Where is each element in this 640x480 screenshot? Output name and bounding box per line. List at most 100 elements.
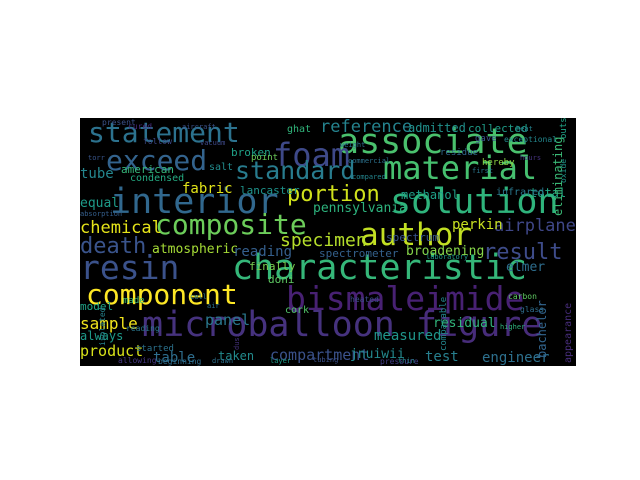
cloud-word-microballoon: microballoon bbox=[142, 305, 395, 345]
cloud-word-death: death bbox=[80, 234, 147, 259]
cloud-word-methanol: methanol bbox=[401, 188, 459, 202]
cloud-word-interior: interior bbox=[110, 182, 279, 222]
cloud-word-solution: solution bbox=[390, 182, 559, 222]
cloud-word-equal: equal bbox=[80, 196, 120, 211]
cloud-word-torr: torr bbox=[88, 154, 105, 162]
cloud-word-component: component bbox=[86, 278, 238, 311]
cloud-word-first: first bbox=[472, 167, 494, 175]
cloud-word-drawn: drawn bbox=[212, 357, 234, 365]
cloud-word-cork: cork bbox=[285, 305, 310, 316]
cloud-word-airplane: airplane bbox=[494, 216, 576, 236]
cloud-word-residual: residual bbox=[433, 316, 496, 331]
cloud-word-broadening: broadening bbox=[406, 244, 485, 259]
cloud-word-lancaster: lancaster bbox=[240, 184, 300, 197]
cloud-word-elmer: elmer bbox=[506, 260, 546, 275]
cloud-word-carbon: carbon bbox=[508, 292, 537, 301]
cloud-word-result: result bbox=[483, 240, 563, 265]
cloud-word-weight: weight bbox=[340, 141, 366, 149]
cloud-word-tubing: tubing bbox=[313, 356, 339, 364]
cloud-word-vacuum: vacuum bbox=[200, 139, 226, 147]
cloud-word-compartment: compartment bbox=[270, 346, 370, 364]
cloud-word-started: started bbox=[136, 344, 174, 354]
cloud-word-higher: higher bbox=[500, 323, 526, 331]
cloud-word-always: always bbox=[80, 329, 124, 343]
cloud-word-commercial: commercial bbox=[348, 157, 391, 165]
cloud-word-reference: reference bbox=[320, 118, 413, 137]
cloud-word-taken: taken bbox=[218, 349, 255, 363]
cloud-word-doni: doni bbox=[268, 273, 295, 286]
cloud-word-glass: glass bbox=[520, 305, 545, 314]
cloud-word-aircraft: aircraft bbox=[182, 123, 216, 131]
cloud-word-jnuiwii: jnuiwii bbox=[350, 347, 405, 362]
cloud-word-exceed: exceed bbox=[106, 144, 208, 177]
cloud-word-air: air bbox=[207, 302, 220, 310]
cloud-word-present: present bbox=[102, 118, 136, 127]
cloud-word-table: table bbox=[153, 350, 196, 366]
cloud-word-specimen: specimen bbox=[280, 230, 367, 251]
cloud-word-cured: cured bbox=[128, 122, 153, 131]
cloud-word-laboratory: laboratory bbox=[426, 253, 469, 261]
cloud-word-tube: tube bbox=[80, 166, 114, 182]
cloud-word-oxide: oxide bbox=[559, 158, 568, 183]
cloud-word-pressure: pressure bbox=[380, 357, 419, 366]
cloud-word-follow: follow bbox=[143, 137, 172, 146]
cloud-word-model: model bbox=[80, 300, 114, 313]
cloud-word-figure: figure bbox=[416, 305, 543, 345]
cloud-word-chemical: chemical bbox=[80, 218, 162, 238]
cloud-word-portion: portion bbox=[287, 182, 380, 207]
cloud-word-panel: panel bbox=[205, 311, 251, 329]
cloud-word-sample: sample bbox=[80, 314, 138, 333]
cloud-word-characteristic: characteristic bbox=[232, 248, 528, 288]
cloud-word-measured: measured bbox=[374, 328, 442, 344]
cloud-word-infrared: infrared bbox=[496, 187, 545, 198]
cloud-word-foam: foam bbox=[273, 136, 351, 174]
cloud-word-isolated: isolated bbox=[98, 307, 107, 346]
cloud-word-perkin: perkin bbox=[452, 217, 503, 233]
cloud-word-material: material bbox=[383, 149, 538, 187]
cloud-word-fabric: fabric bbox=[182, 181, 233, 197]
cloud-word-reading: reading bbox=[126, 324, 160, 333]
cloud-word-layer: layer bbox=[270, 357, 292, 365]
cloud-word-standard: standard bbox=[235, 156, 356, 185]
cloud-word-composite: composite bbox=[155, 208, 307, 241]
cloud-word-gave: gave bbox=[475, 134, 497, 144]
cloud-word-outside: outside bbox=[559, 118, 569, 139]
cloud-word-admitted: admitted bbox=[408, 121, 466, 135]
cloud-word-associate: associate bbox=[338, 122, 528, 162]
cloud-word-heated: heated bbox=[350, 295, 379, 304]
cloud-word-ghat: ghat bbox=[287, 124, 312, 135]
cloud-word-reading: reading bbox=[233, 244, 293, 260]
cloud-word-atmospheric: atmospheric bbox=[152, 242, 239, 257]
cloud-word-collected: collected bbox=[468, 122, 528, 135]
cloud-word-statement: statement bbox=[88, 118, 240, 149]
cloud-word-spectrum: spectrum bbox=[386, 231, 439, 244]
cloud-word-bismaleimide: bismaleimide bbox=[286, 279, 525, 318]
cloud-word-author: author bbox=[360, 217, 472, 253]
cloud-word-total: total bbox=[530, 186, 567, 200]
cloud-word-finally: finally bbox=[249, 260, 296, 273]
cloud-word-salt: salt bbox=[209, 162, 234, 173]
cloud-word-test: test bbox=[425, 349, 459, 365]
cloud-word-american: american bbox=[121, 163, 174, 176]
cloud-word-cell: cell bbox=[190, 293, 207, 301]
cloud-word-dusi: dusi bbox=[233, 333, 241, 350]
cloud-word-condensed: condensed bbox=[130, 173, 185, 184]
cloud-word-hours: hours bbox=[520, 154, 542, 162]
cloud-word-spectrometer: spectrometer bbox=[319, 247, 399, 260]
cloud-word-engineer: engineer bbox=[482, 350, 550, 366]
cloud-word-heat: heat bbox=[516, 125, 533, 133]
cloud-word-pennsylvania: pennsylvania bbox=[313, 201, 407, 216]
cloud-word-absorption: absorption bbox=[80, 210, 123, 218]
cloud-word-residue: residue bbox=[440, 148, 478, 158]
cloud-word-product: product bbox=[80, 342, 144, 360]
cloud-word-hereby: hereby bbox=[482, 158, 515, 168]
cloud-word-appearance: appearance bbox=[563, 302, 574, 363]
cloud-word-compared: compared bbox=[352, 173, 386, 181]
cloud-word-thin: thin bbox=[398, 357, 415, 365]
word-cloud: microballoon figure characteristic bismalei… bbox=[80, 118, 576, 366]
cloud-word-exceptional: exceptional bbox=[504, 135, 557, 144]
cloud-word-point: point bbox=[251, 153, 279, 163]
cloud-word-broken: broken bbox=[231, 146, 271, 159]
cloud-word-made: made bbox=[123, 296, 145, 306]
cloud-word-allowing: allowing bbox=[118, 356, 157, 365]
